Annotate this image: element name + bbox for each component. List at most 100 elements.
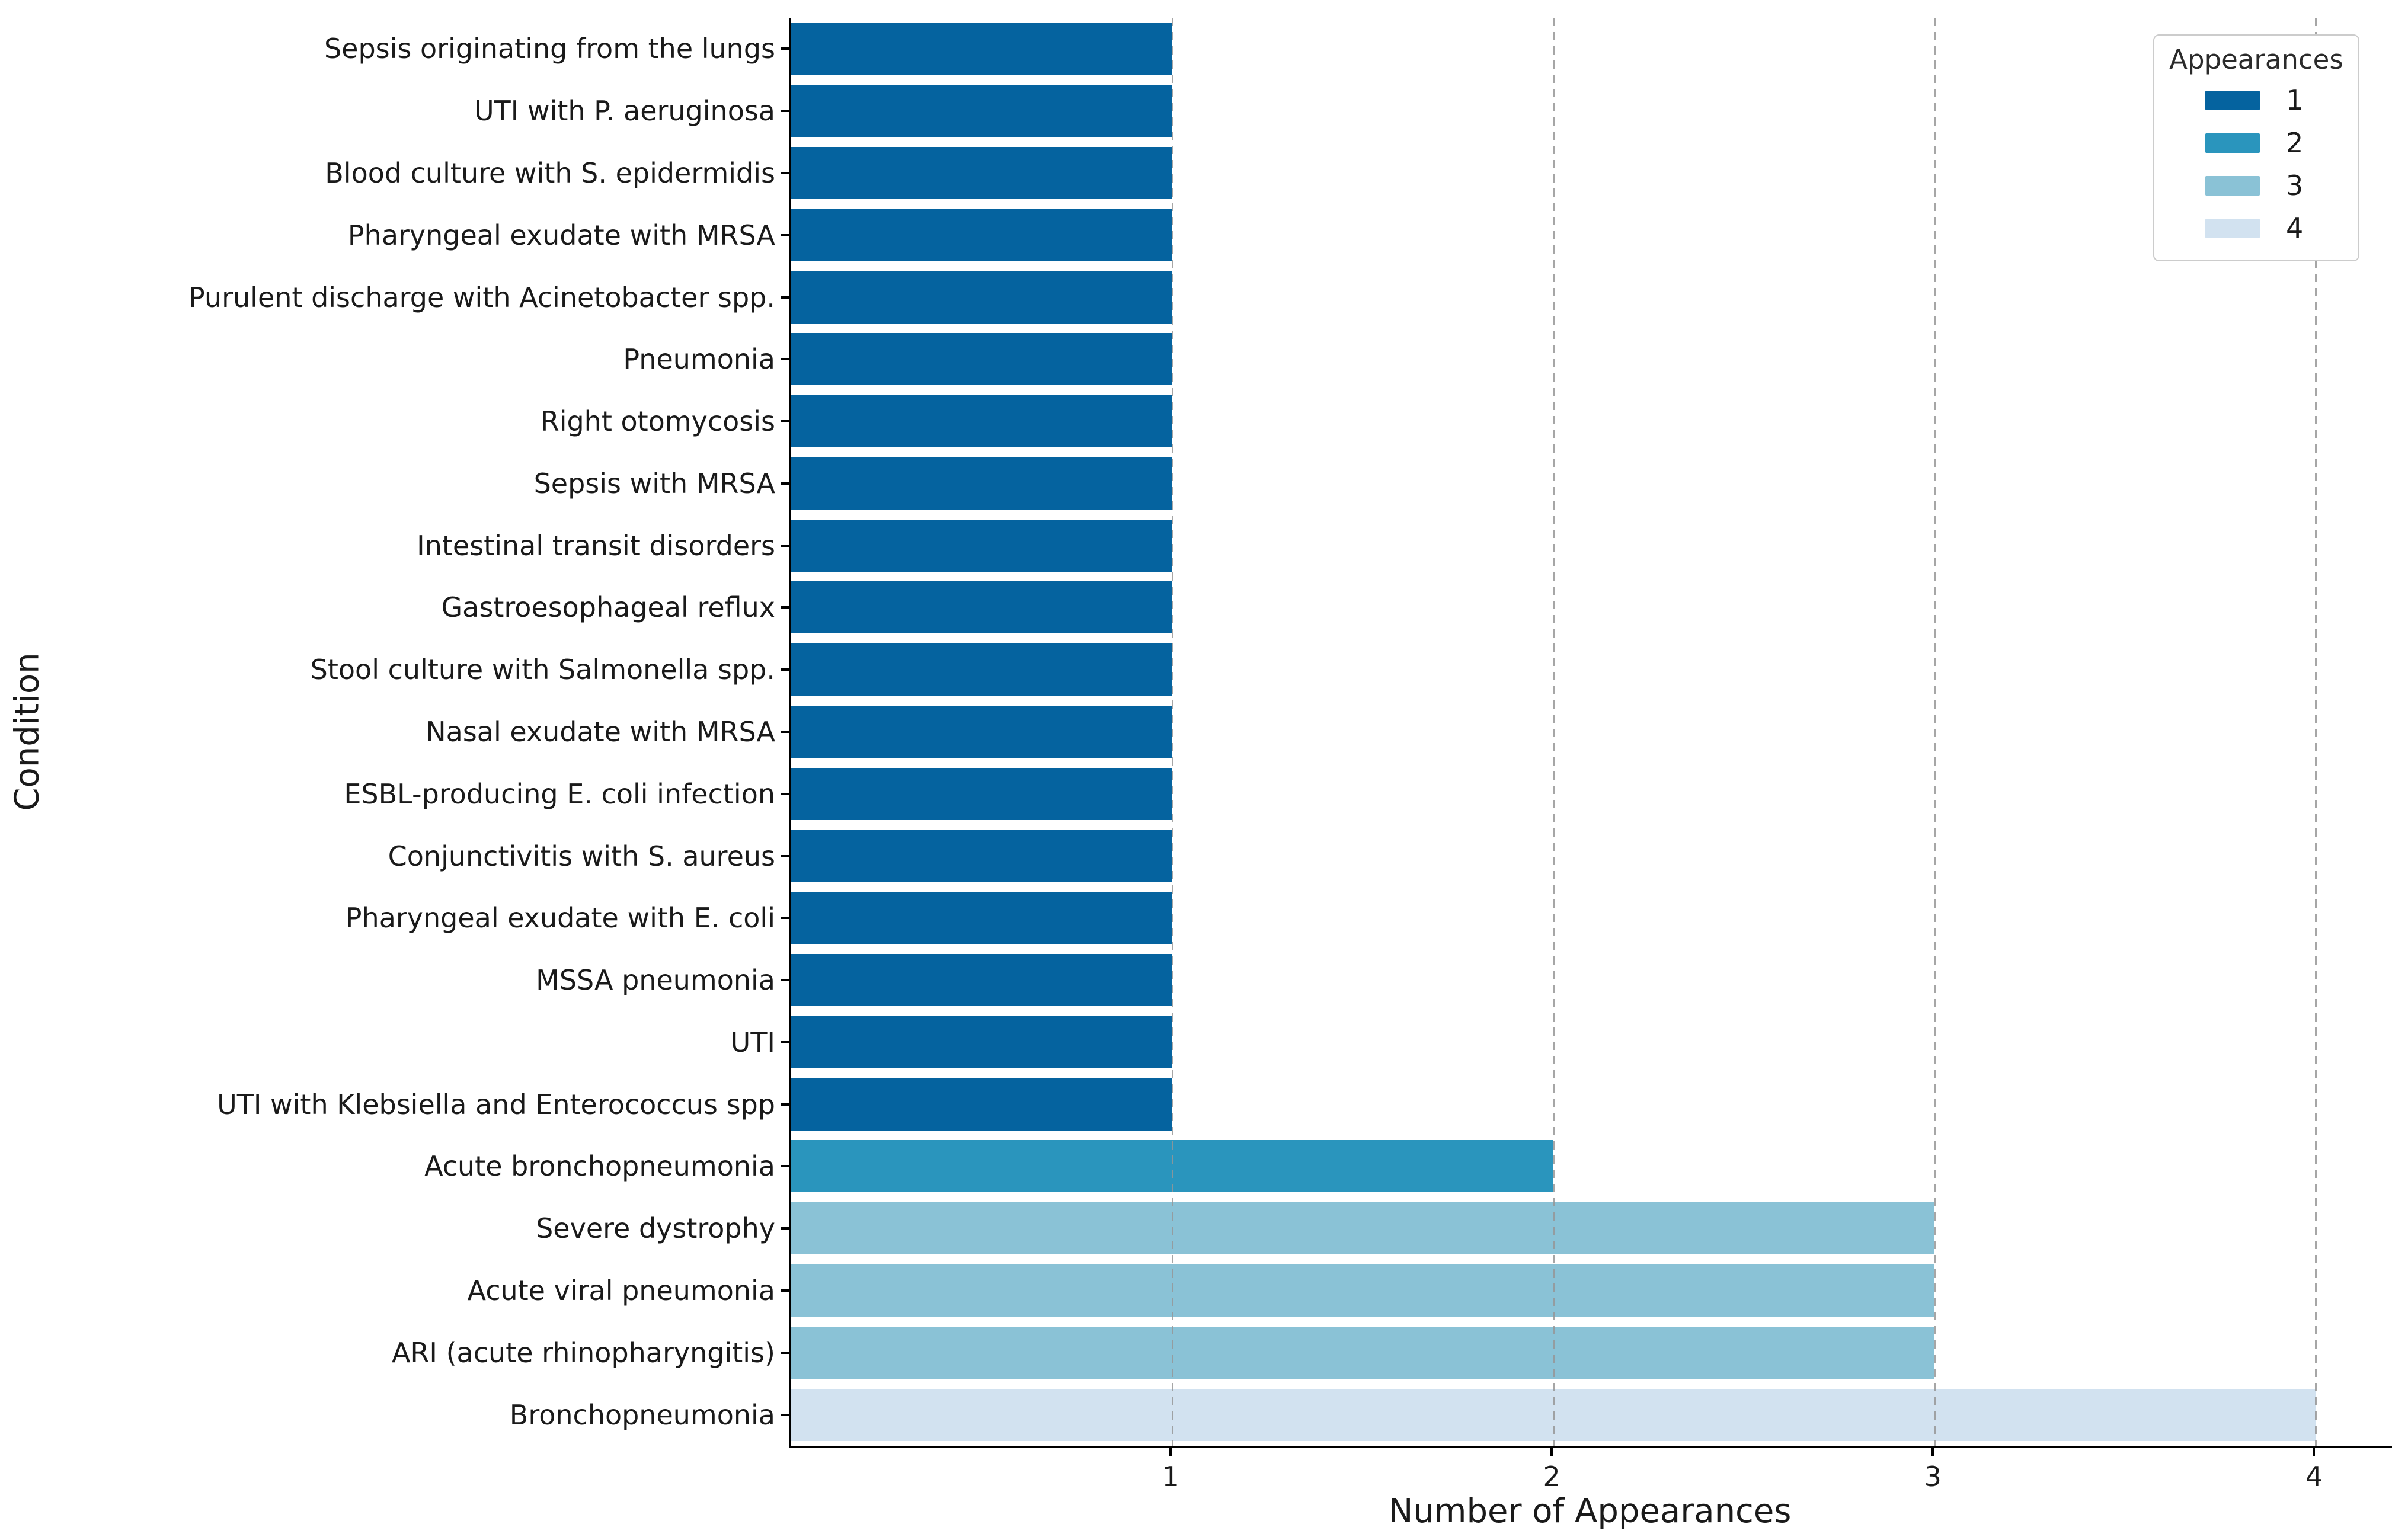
y-tick-row: Pneumonia	[0, 328, 789, 390]
bar	[791, 519, 1173, 572]
y-tick-label: Pharyngeal exudate with E. coli	[345, 902, 775, 934]
y-tick-mark	[781, 1165, 789, 1168]
y-tick-row: Right otomycosis	[0, 390, 789, 453]
bar	[791, 271, 1173, 324]
bar-row	[791, 577, 2392, 639]
y-tick-mark	[781, 1351, 789, 1354]
y-tick-row: Conjunctivitis with S. aureus	[0, 825, 789, 887]
legend-title: Appearances	[2169, 44, 2343, 75]
bar-row	[791, 328, 2392, 390]
y-tick-label: Sepsis with MRSA	[533, 467, 775, 500]
bars	[791, 18, 2392, 1446]
y-tick-row: Sepsis with MRSA	[0, 452, 789, 514]
legend-swatch	[2205, 133, 2260, 153]
y-tick-label: UTI with Klebsiella and Enterococcus spp	[217, 1088, 775, 1120]
legend-label: 4	[2286, 212, 2304, 244]
y-tick-row: Stool culture with Salmonella spp.	[0, 639, 789, 701]
y-tick-label: Conjunctivitis with S. aureus	[388, 840, 775, 872]
y-tick-row: Nasal exudate with MRSA	[0, 701, 789, 763]
x-axis-label: Number of Appearances	[1388, 1492, 1792, 1531]
bar	[791, 395, 1173, 448]
y-tick-mark	[781, 1103, 789, 1106]
legend-swatch	[2205, 218, 2260, 238]
y-tick-mark	[781, 420, 789, 423]
y-tick-row: Acute viral pneumonia	[0, 1260, 789, 1322]
bar	[791, 581, 1173, 634]
y-tick-mark	[781, 1040, 789, 1043]
y-tick-mark	[781, 544, 789, 547]
y-tick-row: Severe dystrophy	[0, 1198, 789, 1260]
x-tick-mark	[1169, 1448, 1172, 1456]
bar-row	[791, 1135, 2392, 1198]
y-tick-mark	[781, 358, 789, 361]
gridline	[1172, 18, 1174, 1446]
y-tick-label: UTI	[730, 1026, 775, 1058]
bar	[791, 146, 1173, 199]
gridline	[1934, 18, 1936, 1446]
bar	[791, 457, 1173, 510]
y-tick-label: Acute bronchopneumonia	[424, 1150, 775, 1183]
bar-row	[791, 1384, 2392, 1446]
y-tick-label: Right otomycosis	[540, 405, 775, 438]
bar	[791, 1326, 1935, 1379]
bar-row	[791, 1198, 2392, 1260]
y-tick-row: Acute bronchopneumonia	[0, 1135, 789, 1198]
y-tick-mark	[781, 854, 789, 857]
bar-row	[791, 80, 2392, 142]
y-tick-row: Blood culture with S. epidermidis	[0, 142, 789, 204]
x-tick-label: 2	[1543, 1461, 1560, 1493]
bar	[791, 830, 1173, 882]
bar	[791, 705, 1173, 758]
bar-row	[791, 452, 2392, 514]
y-tick-label: Intestinal transit disorders	[417, 529, 775, 562]
y-tick-label: Severe dystrophy	[536, 1212, 775, 1245]
bar-row	[791, 1011, 2392, 1074]
bar-row	[791, 763, 2392, 825]
y-tick-row: Sepsis originating from the lungs	[0, 18, 789, 80]
y-tick-mark	[781, 1289, 789, 1292]
y-tick-label: Pharyngeal exudate with MRSA	[347, 219, 775, 251]
gridline	[1553, 18, 1555, 1446]
y-tick-mark	[781, 47, 789, 50]
y-tick-row: Purulent discharge with Acinetobacter sp…	[0, 266, 789, 328]
y-tick-row: ESBL-producing E. coli infection	[0, 763, 789, 825]
y-tick-label: ESBL-producing E. coli infection	[344, 777, 775, 810]
y-tick-mark	[781, 1227, 789, 1230]
x-tick-label: 4	[2305, 1461, 2323, 1493]
legend-swatch	[2205, 90, 2260, 110]
bar	[791, 767, 1173, 820]
y-tick-label: Bronchopneumonia	[509, 1398, 775, 1431]
legend-entry: 3	[2154, 164, 2358, 207]
y-tick-label: Gastroesophageal reflux	[441, 591, 775, 624]
y-tick-label: Blood culture with S. epidermidis	[325, 156, 775, 189]
y-tick-mark	[781, 296, 789, 299]
legend-label: 1	[2286, 84, 2304, 116]
legend-swatch	[2205, 175, 2260, 196]
y-tick-mark	[781, 1413, 789, 1416]
plot-area	[789, 18, 2392, 1448]
y-tick-mark	[781, 730, 789, 733]
bar	[791, 333, 1173, 386]
y-tick-row: Bronchopneumonia	[0, 1384, 789, 1446]
y-tick-label: Purulent discharge with Acinetobacter sp…	[188, 281, 775, 313]
legend-entries: 1 2 3 4	[2154, 79, 2358, 249]
bar-row	[791, 949, 2392, 1011]
y-tick-mark	[781, 917, 789, 920]
y-tick-row: UTI with Klebsiella and Enterococcus spp	[0, 1073, 789, 1135]
y-tick-labels: Sepsis originating from the lungs UTI wit…	[0, 18, 789, 1446]
bar-row	[791, 1260, 2392, 1322]
bar-row	[791, 514, 2392, 577]
y-tick-mark	[781, 110, 789, 113]
legend-entry: 2	[2154, 121, 2358, 164]
bar	[791, 1202, 1935, 1255]
y-tick-row: ARI (acute rhinopharyngitis)	[0, 1321, 789, 1384]
y-tick-row: UTI	[0, 1011, 789, 1074]
y-tick-label: UTI with P. aeruginosa	[474, 95, 775, 127]
bar	[791, 209, 1173, 261]
x-tick-label: 3	[1924, 1461, 1942, 1493]
legend-label: 3	[2286, 169, 2304, 201]
bar	[791, 892, 1173, 945]
y-tick-label: Acute viral pneumonia	[467, 1275, 775, 1307]
bar	[791, 1264, 1935, 1317]
